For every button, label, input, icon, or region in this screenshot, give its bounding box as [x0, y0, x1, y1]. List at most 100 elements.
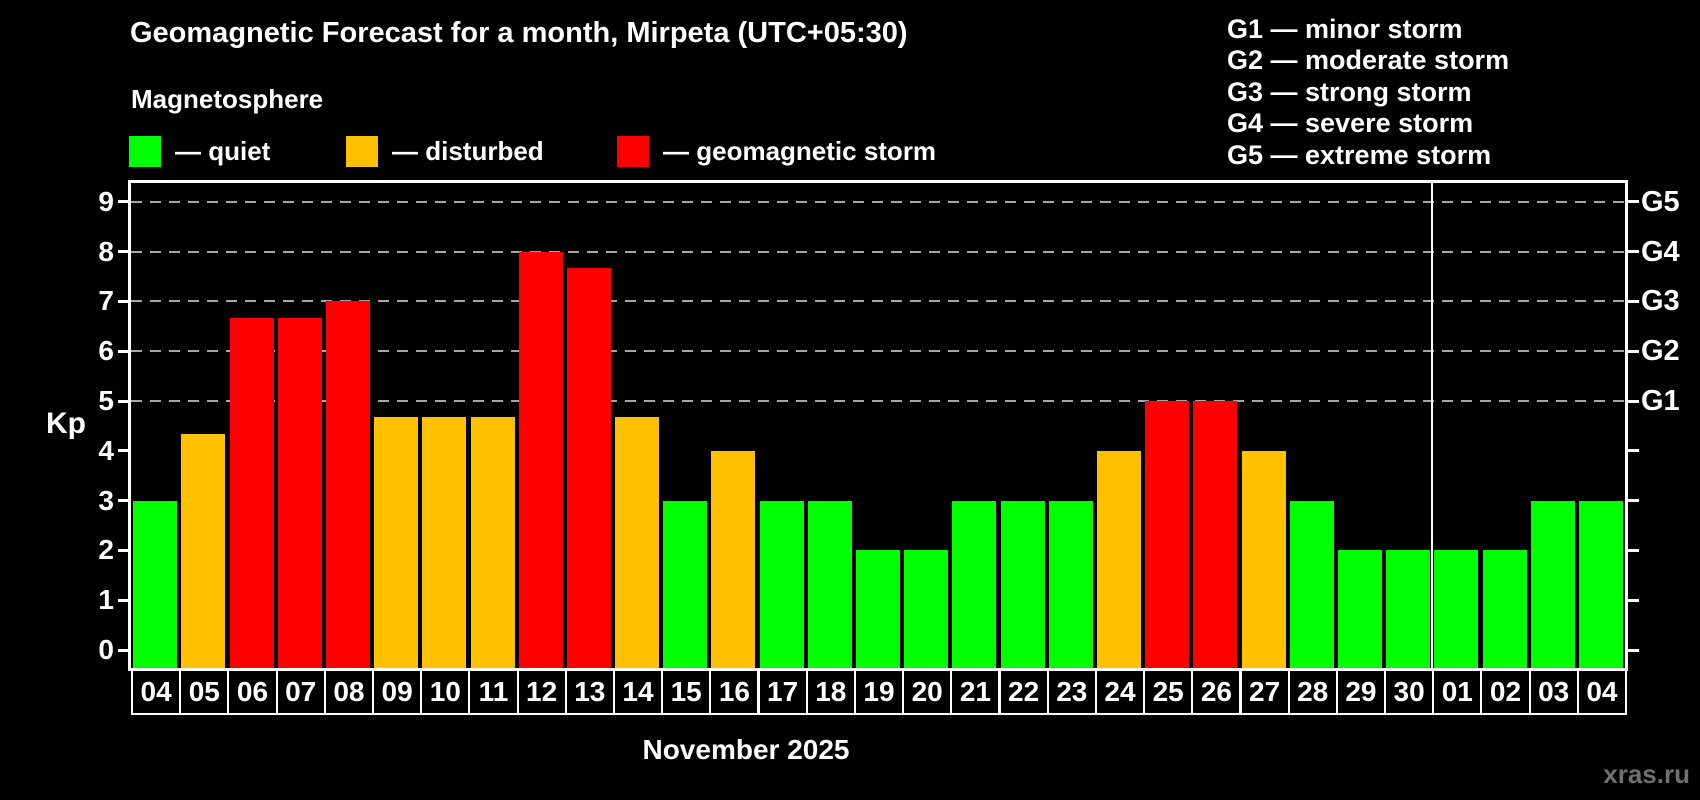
gridline-kp6: [131, 350, 1625, 353]
storm-color-swatch: [617, 135, 649, 167]
bar-08-kp7: [325, 301, 370, 668]
y-tick-label-0: 0: [98, 634, 114, 665]
month-label-text: November 2025: [642, 734, 850, 765]
y-tick-label-3: 3: [98, 484, 114, 516]
x-tick-box-13: 13: [564, 669, 615, 715]
left-tick-kp2: [118, 548, 129, 552]
x-tick-box-30: 30: [1384, 669, 1435, 715]
y-tick-label-7: 7: [98, 285, 114, 317]
storm-scale-line-g2: G2 — moderate storm: [1227, 45, 1510, 76]
bar-11-kp4.67: [470, 417, 515, 668]
y-tick-label-2: 2: [98, 534, 114, 566]
storm-scale-line-g3: G3 — strong storm: [1227, 76, 1472, 107]
chart-subtitle: Magnetosphere: [131, 84, 324, 114]
left-tick-kp5: [118, 399, 129, 403]
y-tick-label-4: 4: [98, 434, 114, 466]
x-axis-labels: 04 05 06 07 08 09 10 11 12 13 14 15 16 17 18 19 20 21 22 23…: [131, 669, 1651, 715]
legend-item-geomagnetic-storm: — geomagnetic storm: [617, 135, 936, 167]
g-scale-label-g3: G3: [1641, 285, 1680, 318]
bar-04-kp3: [1578, 500, 1623, 668]
x-tick-box-25: 25: [1143, 669, 1194, 715]
g-scale-label-g1: G1: [1641, 385, 1680, 417]
x-tick-box-26: 26: [1191, 669, 1242, 715]
x-tick-box-11: 11: [468, 669, 519, 715]
bar-15-kp3: [663, 500, 708, 668]
left-tick-kp1: [118, 598, 129, 602]
bar-22-kp3: [1000, 500, 1045, 668]
g-scale-label-g4: G4: [1641, 235, 1680, 268]
x-tick-box-10: 10: [420, 669, 471, 715]
gridline-kp5: [131, 400, 1625, 402]
storm-scale-line-g5: G5 — extreme storm: [1227, 139, 1492, 170]
x-tick-box-21: 21: [950, 669, 1001, 715]
right-tick-kp7: [1628, 299, 1639, 303]
y-tick-label-8: 8: [98, 235, 114, 267]
x-tick-box-07: 07: [275, 669, 326, 715]
bar-12-kp8: [518, 251, 563, 668]
storm-scale-line-g1: G1 — minor storm: [1227, 14, 1463, 44]
x-tick-box-03: 03: [1528, 669, 1579, 715]
legend-item-quiet: — quiet: [129, 135, 270, 167]
bar-19-kp2: [856, 550, 900, 668]
x-tick-box-16: 16: [709, 669, 760, 715]
chart-title: Geomagnetic Forecast for a month, Mirpet…: [130, 17, 908, 49]
right-tick-kp5: [1628, 399, 1639, 403]
left-tick-kp4: [118, 449, 129, 453]
bar-29-kp2: [1337, 550, 1382, 668]
right-tick-kp0: [1628, 648, 1639, 652]
plot-area: 0 1 2 3 4 5 6 7 8 9 G1 G2 G3 G4 G5: [98, 180, 1680, 671]
watermark: xras.ru: [1603, 759, 1690, 789]
x-tick-box-19: 19: [853, 669, 905, 715]
x-tick-box-18: 18: [805, 669, 856, 715]
y-tick-label-6: 6: [98, 335, 114, 367]
left-tick-kp7: [118, 299, 129, 303]
x-tick-box-09: 09: [372, 669, 423, 715]
right-tick-kp4: [1628, 449, 1639, 453]
x-tick-box-04: 04: [1576, 669, 1627, 715]
x-tick-box-20: 20: [902, 669, 953, 715]
bar-03-kp3: [1530, 500, 1575, 668]
x-tick-box-08: 08: [323, 669, 374, 715]
x-tick-box-02: 02: [1480, 669, 1531, 715]
x-tick-box-12: 12: [516, 669, 567, 715]
x-tick-box-28: 28: [1287, 669, 1338, 715]
bar-21-kp3: [952, 500, 997, 668]
bar-01-kp2: [1434, 550, 1479, 668]
bar-26-kp5: [1193, 401, 1238, 668]
legend-label-quiet: — quiet: [175, 135, 271, 166]
gridline-kp9: [131, 200, 1625, 203]
left-tick-kp8: [118, 250, 129, 254]
quiet-color-swatch: [129, 135, 161, 167]
y-tick-label-5: 5: [98, 385, 114, 416]
x-tick-box-15: 15: [661, 669, 712, 715]
bar-17-kp3: [759, 500, 804, 668]
bar-04-kp3: [133, 500, 178, 668]
bar-13-kp7.67: [566, 268, 611, 668]
left-tick-kp6: [118, 349, 129, 353]
x-tick-box-22: 22: [998, 669, 1049, 715]
x-tick-box-06: 06: [227, 669, 278, 715]
legend-label-disturbed: — disturbed: [392, 135, 544, 166]
bar-05-kp4.33: [181, 434, 226, 668]
g-scale-label-g5: G5: [1641, 185, 1680, 218]
month-label: November 2025: [131, 734, 1361, 766]
legend-item-disturbed: — disturbed: [346, 135, 544, 167]
x-tick-box-05: 05: [179, 669, 230, 715]
left-tick-kp0: [118, 648, 129, 652]
left-tick-kp9: [118, 200, 129, 204]
bar-02-kp2: [1482, 550, 1527, 668]
legend-label-geomagnetic-storm: — geomagnetic storm: [663, 135, 937, 166]
bar-10-kp4.67: [422, 417, 467, 668]
bar-23-kp3: [1048, 500, 1093, 668]
right-tick-kp6: [1628, 349, 1639, 353]
right-tick-kp2: [1628, 548, 1639, 552]
x-tick-box-27: 27: [1239, 669, 1290, 715]
x-tick-box-23: 23: [1046, 669, 1097, 715]
x-tick-box-17: 17: [757, 669, 808, 715]
disturbed-color-swatch: [346, 135, 378, 167]
bar-28-kp3: [1289, 500, 1334, 668]
bar-06-kp6.67: [229, 317, 274, 668]
x-tick-box-24: 24: [1094, 669, 1146, 715]
bar-16-kp4: [711, 450, 756, 668]
